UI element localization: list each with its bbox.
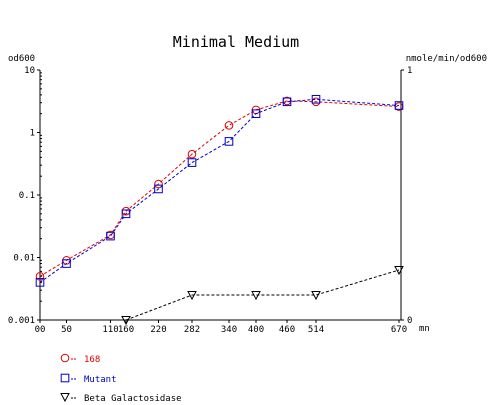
x-tick-group: 00 50 110 160 220 282 340 400 460 514 670 [35,320,407,335]
data-point [35,272,45,281]
x-tick-label: 220 [150,325,166,335]
legend-label: Mutant [84,375,117,385]
data-point [394,101,404,110]
data-point [62,259,71,268]
left-axis-label: od600 [8,54,35,64]
data-point [187,291,197,301]
series-0 [35,96,404,281]
left-tick-label: 1 [30,129,35,139]
series-layer [35,94,404,326]
right-tick-label: 1 [407,66,412,76]
legend-marker [60,373,70,383]
left-tick-label: 10 [24,66,35,76]
data-point [187,149,197,159]
legend: 168 Mutant Beta Galactosidase [60,353,182,404]
data-point [251,109,261,118]
data-point [394,266,404,276]
legend-entry: Mutant [60,373,117,385]
legend-marker [60,353,70,363]
x-tick-label: 340 [221,325,237,335]
x-tick-label: 514 [308,325,324,335]
x-tick-label: 460 [279,325,295,335]
data-point [121,209,131,219]
left-tick-label: 0.1 [19,191,35,201]
series-2 [121,266,404,326]
data-point [311,291,321,301]
data-point [311,94,321,104]
legend-marker [60,393,70,403]
x-axis-unit: mn [419,324,430,334]
data-point [35,278,45,287]
data-point [154,184,163,194]
data-point [282,97,292,107]
legend-entry: Beta Galactosidase [60,393,182,404]
series-line [39,100,400,277]
legend-entry: 168 [60,353,100,365]
x-tick-label: 00 [35,325,46,335]
series-1 [35,94,404,287]
left-tick-label: 0.01 [13,254,35,264]
data-point [154,179,163,189]
left-tick-group: 10 1 0.1 0.01 0.001 [8,66,42,326]
x-tick-label: 110 [102,325,118,335]
x-tick-label: 400 [248,325,264,335]
x-tick-label: 160 [118,325,134,335]
chart-title: Minimal Medium [173,33,299,51]
right-tick-group: 10 [401,66,412,326]
x-tick-label: 50 [61,325,72,335]
data-point [106,231,115,241]
data-point [224,137,234,146]
legend-label: Beta Galactosidase [84,394,182,404]
x-tick-label: 282 [184,325,200,335]
right-axis-label: nmole/min/od600 [406,54,487,64]
data-point [187,158,197,167]
series-line [39,98,400,283]
data-point [121,316,131,326]
left-tick-label: 0.001 [8,316,35,326]
data-point [251,291,261,301]
data-point [224,121,234,130]
x-tick-label: 670 [391,325,407,335]
right-tick-label: 0 [407,316,412,326]
series-line [125,269,400,321]
legend-label: 168 [84,355,100,365]
